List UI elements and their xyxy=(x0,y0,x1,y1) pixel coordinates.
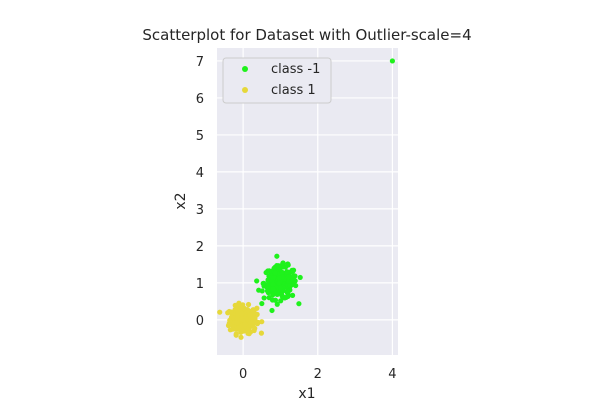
data-point xyxy=(285,293,291,300)
data-point xyxy=(232,302,238,308)
data-point xyxy=(259,300,265,307)
data-point xyxy=(260,280,266,287)
data-point xyxy=(258,330,265,336)
data-point xyxy=(217,309,223,315)
chart-title: Scatterplot for Dataset with Outlier-sca… xyxy=(142,26,471,44)
data-point xyxy=(239,311,245,317)
outlier-point xyxy=(389,58,395,64)
data-point xyxy=(270,286,276,292)
data-point xyxy=(259,319,265,325)
data-point xyxy=(259,288,265,294)
data-point xyxy=(266,268,272,274)
legend-box xyxy=(222,57,332,104)
data-point xyxy=(285,274,292,280)
data-point xyxy=(276,275,283,281)
data-point xyxy=(228,309,234,315)
data-point xyxy=(245,301,252,308)
data-point xyxy=(293,282,299,289)
data-point xyxy=(297,274,303,281)
y-tick-label: 0 xyxy=(196,314,204,329)
data-point xyxy=(233,332,239,338)
data-point xyxy=(254,278,260,284)
data-points xyxy=(217,58,395,340)
data-point xyxy=(290,268,296,274)
data-point xyxy=(235,325,241,331)
data-point xyxy=(280,260,286,266)
data-point xyxy=(241,305,247,311)
y-tick-label: 3 xyxy=(196,203,204,218)
data-point xyxy=(270,292,276,298)
data-point xyxy=(285,278,292,285)
data-point xyxy=(279,293,285,299)
x-tick-label: 2 xyxy=(314,367,322,382)
data-point xyxy=(238,334,244,340)
y-tick-label: 4 xyxy=(196,166,204,181)
data-point xyxy=(226,322,233,328)
x-axis-label: x1 xyxy=(298,386,315,400)
data-point xyxy=(251,327,257,334)
x-tick-label: 0 xyxy=(239,367,247,382)
data-point xyxy=(234,320,240,326)
legend-marker-class-neg1 xyxy=(242,66,248,72)
data-point xyxy=(278,285,284,291)
y-tick-label: 2 xyxy=(196,240,204,255)
data-point xyxy=(254,305,260,311)
data-point xyxy=(289,292,296,298)
data-point xyxy=(264,288,271,294)
y-axis-label: x2 xyxy=(173,192,189,209)
legend-label-class-1: class 1 xyxy=(271,83,316,98)
data-point xyxy=(284,269,290,275)
legend-label-class-neg1: class -1 xyxy=(271,62,320,77)
data-point xyxy=(245,327,251,333)
data-point xyxy=(274,253,280,259)
data-point xyxy=(270,281,276,287)
data-point xyxy=(272,270,278,276)
legend-marker-class-1 xyxy=(242,87,248,93)
y-tick-label: 5 xyxy=(196,129,204,144)
data-point xyxy=(279,269,285,275)
data-point xyxy=(296,301,302,307)
data-point xyxy=(292,278,298,284)
tick-labels: 0 2 4 0 1 2 3 4 5 6 7 xyxy=(196,55,397,382)
data-point xyxy=(251,310,257,316)
y-tick-label: 7 xyxy=(196,55,204,70)
data-point xyxy=(247,312,253,318)
y-tick-label: 6 xyxy=(196,92,204,107)
data-point xyxy=(278,298,284,304)
x-tick-label: 4 xyxy=(388,367,396,382)
data-point xyxy=(252,320,258,326)
data-point xyxy=(261,295,267,301)
y-tick-label: 1 xyxy=(196,277,204,292)
legend: class -1 class 1 xyxy=(222,57,332,104)
data-point xyxy=(239,315,245,322)
data-point xyxy=(269,307,275,314)
data-point xyxy=(285,288,291,295)
data-point xyxy=(274,301,280,307)
data-point xyxy=(266,295,272,301)
data-point xyxy=(242,321,248,327)
